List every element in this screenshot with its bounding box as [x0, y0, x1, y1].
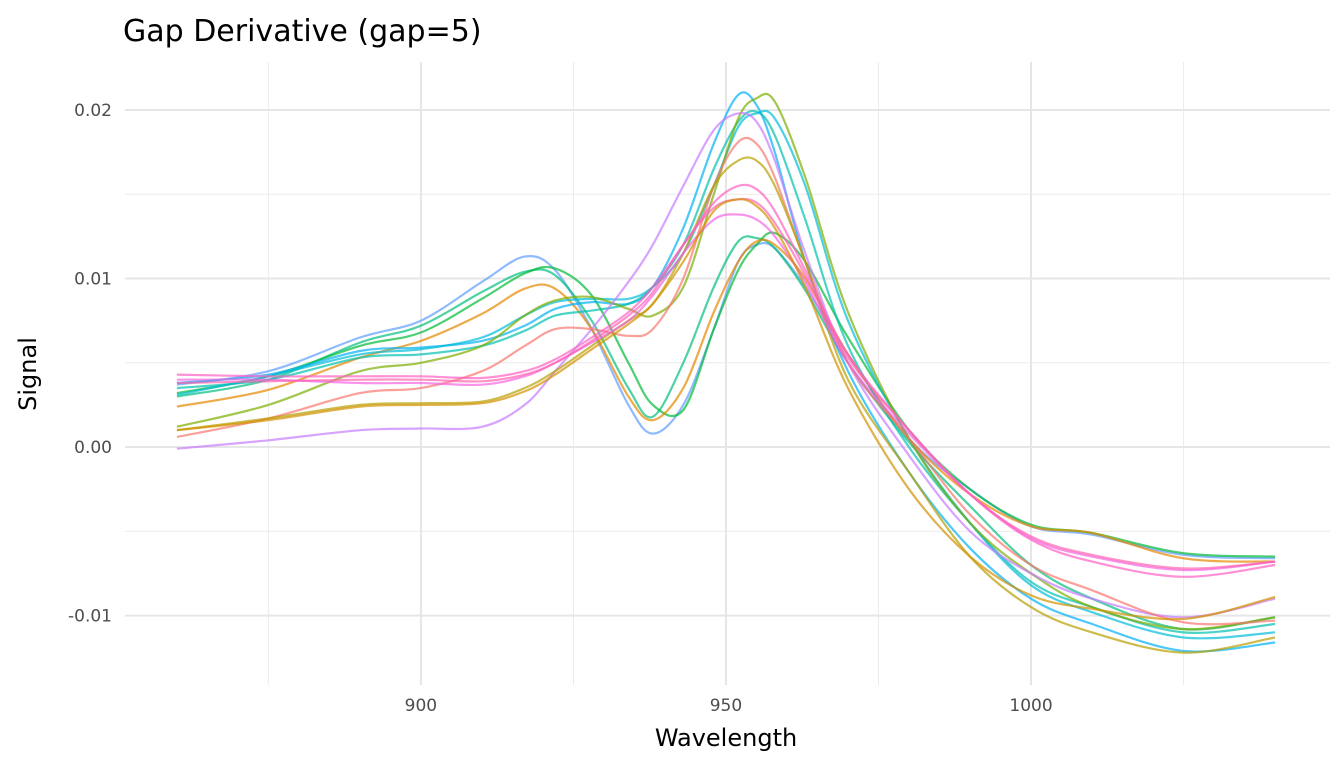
- series-line-s2: [176, 235, 1276, 631]
- chart-title: Gap Derivative (gap=5): [123, 14, 482, 49]
- series-line-s5: [176, 91, 1276, 653]
- series-line-s9: [176, 111, 1276, 619]
- y-tick-label: 0.00: [74, 438, 112, 458]
- x-axis-label: Wavelength: [655, 724, 797, 752]
- series-line-s4: [176, 238, 1276, 563]
- y-tick-label: 0.02: [74, 101, 112, 121]
- series-line-s7: [176, 109, 1276, 640]
- series-line-s8: [176, 92, 1276, 631]
- y-tick-label: -0.01: [68, 607, 112, 627]
- y-axis-label: Signal: [14, 337, 42, 411]
- tick-labels: 900 950 1000 -0.01 0.00 0.01 0.02: [68, 101, 1053, 716]
- x-tick-label: 900: [405, 696, 437, 716]
- series-line-s3: [176, 231, 1276, 558]
- y-tick-label: 0.01: [74, 270, 112, 290]
- series-lines: [176, 91, 1276, 654]
- series-line-s11: [176, 156, 1276, 654]
- x-tick-label: 950: [710, 696, 742, 716]
- x-tick-label: 1000: [1009, 696, 1052, 716]
- series-line-s15: [176, 198, 1276, 621]
